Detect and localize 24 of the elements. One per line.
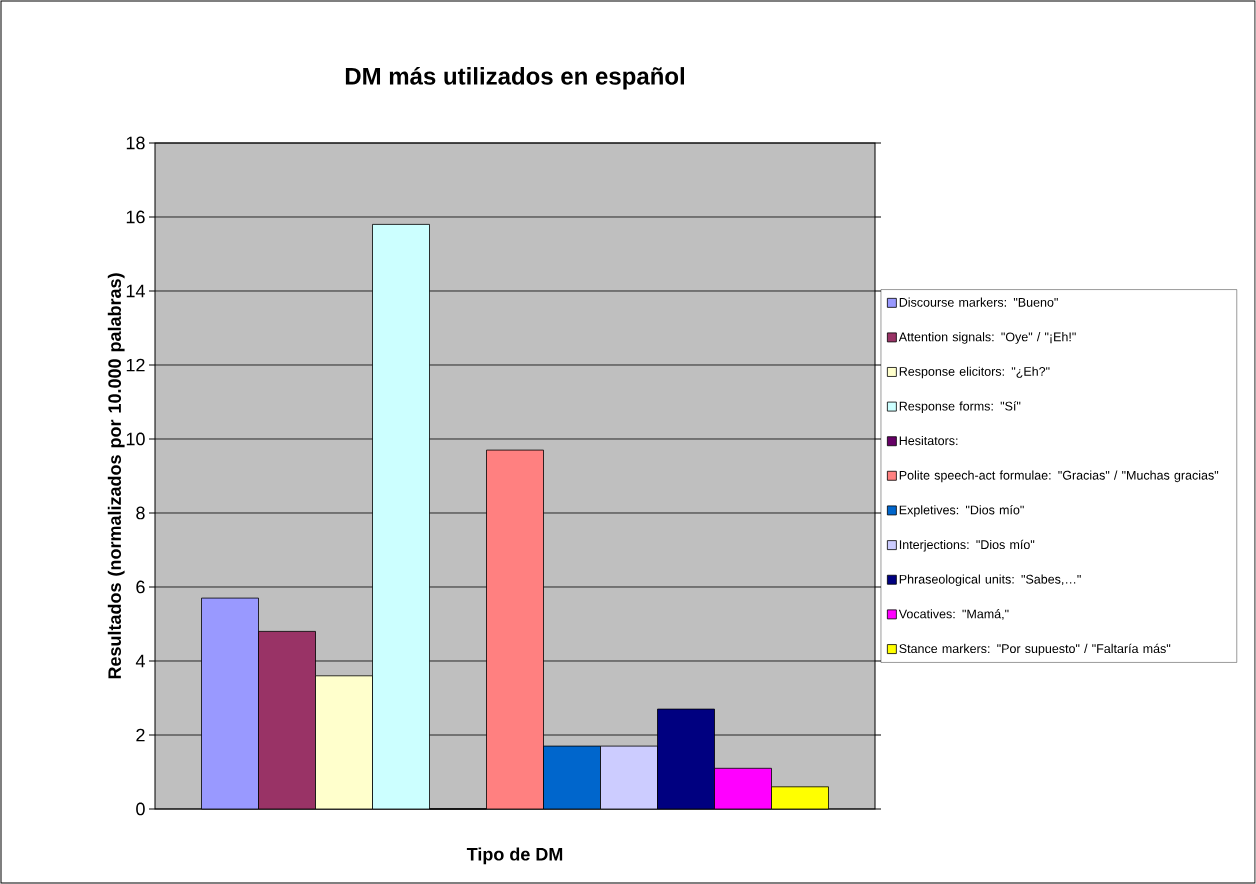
legend-label: Hesitators:: [899, 435, 958, 446]
y-tick-label: 14: [126, 284, 145, 298]
y-tick-label: 12: [126, 358, 145, 372]
legend-label: Polite speech-act formulae: "Gracias" / "Muchas gracias": [899, 470, 1219, 483]
y-tick-label: 8: [136, 506, 145, 520]
y-tick-label: 2: [136, 728, 145, 742]
x-axis-title: Tipo de DM: [466, 847, 563, 865]
legend-label: Expletives: "Dios mío": [899, 505, 1024, 517]
legend-label: Interjections: "Dios mío": [899, 539, 1035, 552]
legend-label: Phraseological units: "Sabes,…": [899, 574, 1081, 587]
y-tick-label: 10: [126, 432, 145, 446]
y-tick-label: 6: [136, 580, 145, 594]
legend-label: Vocatives: "Mamá,": [898, 609, 1009, 620]
y-tick-label: 16: [126, 210, 145, 224]
legend-label: Response forms: "Sí": [899, 401, 1021, 414]
y-axis-title: Resultados (normalizados por 10.000 palabras): [107, 273, 125, 679]
y-tick-label: 18: [126, 136, 145, 150]
legend-label: Attention signals: "Oye" / "¡Eh!": [898, 332, 1076, 344]
legend-label: Response elicitors: "¿Eh?": [899, 366, 1050, 379]
y-tick-label: 0: [136, 802, 145, 816]
legend-label: Discourse markers: "Bueno": [899, 297, 1058, 307]
y-tick-label: 4: [135, 654, 145, 668]
chart-title: DM más utilizados en español: [345, 66, 684, 90]
legend-label: Stance markers: "Por supuesto" / "Faltaría más": [899, 643, 1171, 656]
